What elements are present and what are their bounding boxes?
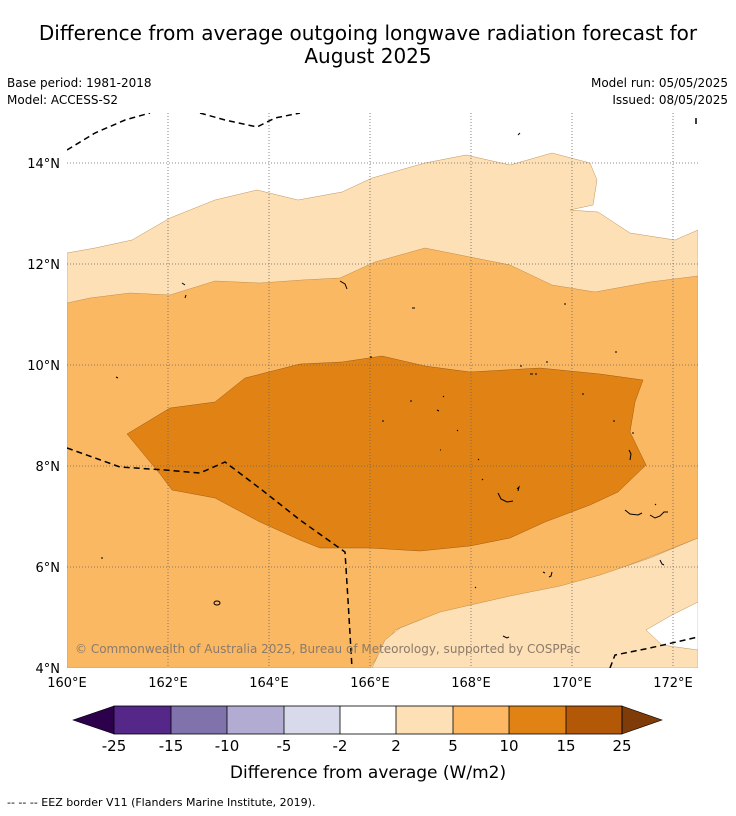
lat-label: 14°N xyxy=(27,157,60,172)
graticule xyxy=(67,113,698,668)
colorbar-min-arrow xyxy=(72,705,115,735)
colorbar-segment xyxy=(284,706,340,734)
lat-label: 6°N xyxy=(36,561,61,576)
colorbar-tick: 5 xyxy=(448,737,458,755)
colorbar-tick: -10 xyxy=(215,737,240,755)
lon-label: 172°E xyxy=(653,676,693,691)
anomaly-near-zero-patch xyxy=(645,601,698,651)
islands xyxy=(101,132,668,639)
colorbar-segment xyxy=(566,706,622,734)
title-line-1: Difference from average outgoing longwav… xyxy=(38,21,698,45)
lon-label: 170°E xyxy=(552,676,592,691)
colorbar-tick: 25 xyxy=(612,737,631,755)
lon-label: 164°E xyxy=(249,676,289,691)
footer-note: -- -- -- EEZ border V11 (Flanders Marine… xyxy=(7,796,316,809)
longitude-labels: 160°E 162°E 164°E 166°E 168°E 170°E 172°… xyxy=(47,676,693,691)
colorbar-ticks: -25 -15 -10 -5 -2 2 5 10 15 25 xyxy=(102,737,632,755)
colorbar-segment xyxy=(396,706,453,734)
lat-label: 10°N xyxy=(27,359,60,374)
chart-title: Difference from average outgoing longwav… xyxy=(0,22,736,68)
meta-left: Base period: 1981-2018 Model: ACCESS-S2 xyxy=(7,75,152,109)
lat-label: 12°N xyxy=(27,258,60,273)
title-line-2: August 2025 xyxy=(304,44,432,68)
colorbar-segment xyxy=(340,706,396,734)
model-name: Model: ACCESS-S2 xyxy=(7,93,119,107)
meta-right: Model run: 05/05/2025 Issued: 08/05/2025 xyxy=(591,75,728,109)
model-run: Model run: 05/05/2025 xyxy=(590,76,728,90)
lat-label: 4°N xyxy=(36,662,61,677)
colorbar-tick: 10 xyxy=(499,737,518,755)
lon-label: 168°E xyxy=(451,676,491,691)
colorbar-dividers xyxy=(170,706,567,734)
copyright-text: © Commonwealth of Australia 2025, Bureau… xyxy=(75,642,580,656)
anomaly-band-10-15 xyxy=(126,355,647,552)
colorbar-outline xyxy=(113,705,623,735)
lon-label: 160°E xyxy=(47,676,87,691)
anomaly-band-2-5-south xyxy=(371,537,698,668)
colorbar-segment xyxy=(171,706,227,734)
colorbar-tick: 2 xyxy=(391,737,401,755)
colorbar-segment xyxy=(509,706,566,734)
colorbar-label: Difference from average (W/m2) xyxy=(230,763,506,783)
eez-borders xyxy=(67,113,698,668)
lon-label: 166°E xyxy=(350,676,390,691)
base-period: Base period: 1981-2018 xyxy=(7,76,152,90)
issued-date: Issued: 08/05/2025 xyxy=(612,93,728,107)
map-area: © Commonwealth of Australia 2025, Bureau… xyxy=(67,113,698,668)
colorbar-tick: -2 xyxy=(333,737,348,755)
colorbar-tick: -15 xyxy=(159,737,184,755)
colorbar-segment xyxy=(114,706,171,734)
colorbar-segment xyxy=(453,706,509,734)
colorbar-tick: -5 xyxy=(277,737,292,755)
colorbar-tick: -25 xyxy=(102,737,127,755)
colorbar-segment xyxy=(227,706,284,734)
lon-label: 162°E xyxy=(148,676,188,691)
colorbar-tick: 15 xyxy=(556,737,575,755)
colorbar-max-arrow xyxy=(621,705,663,735)
lat-label: 8°N xyxy=(36,460,61,475)
colorbar: -25 -15 -10 -5 -2 2 5 10 15 25 Differenc… xyxy=(72,705,663,783)
latitude-labels: 14°N 12°N 10°N 8°N 6°N 4°N xyxy=(27,157,60,677)
